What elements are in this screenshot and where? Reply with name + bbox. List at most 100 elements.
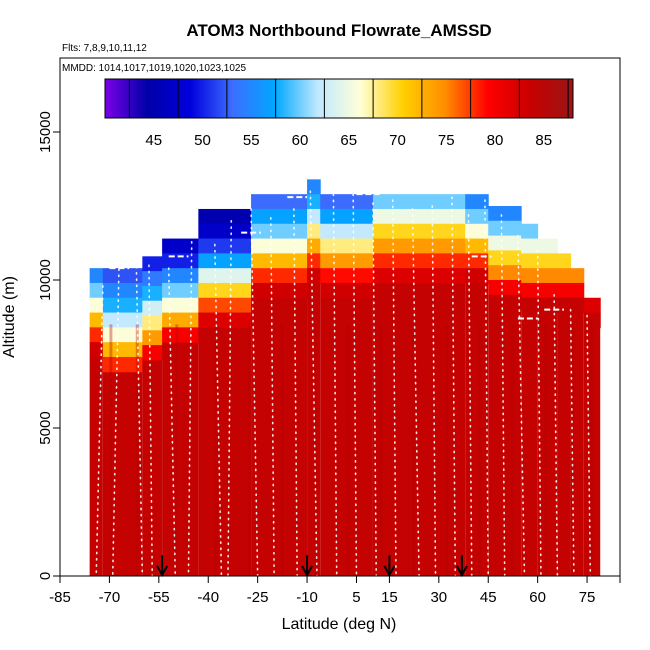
heat-column-bulk-7 — [372, 282, 466, 576]
heat-cell-3-6 — [198, 297, 252, 314]
heat-cell-3-1 — [198, 223, 252, 240]
heat-cell-7-2 — [372, 223, 466, 240]
colorbar-bar — [104, 78, 574, 119]
heat-cell-2-0 — [162, 238, 199, 254]
heat-cell-3-2 — [198, 238, 252, 254]
x-tick-label-8: 30 — [430, 589, 447, 606]
heat-cell-2-3 — [162, 282, 199, 299]
heat-cell-13-1 — [570, 282, 585, 299]
arrow-head-2 — [383, 565, 396, 578]
flight-track-21 — [500, 214, 506, 577]
heat-streak-11 — [478, 324, 482, 576]
heat-cell-8-1 — [465, 208, 489, 225]
arrow-head-0 — [156, 565, 168, 578]
heat-column-bulk-3 — [198, 327, 252, 576]
heat-cell-12-3 — [557, 297, 572, 314]
heat-column-bulk-0 — [102, 371, 143, 576]
heat-cell-south-3 — [89, 312, 104, 328]
heat-cell-10-0 — [521, 223, 539, 240]
x-tick-label-0: -85 — [49, 589, 71, 606]
heat-streak-6 — [313, 324, 317, 576]
flight-track-4 — [167, 267, 177, 577]
heat-cell-9-6 — [488, 294, 522, 311]
heat-cell-4-2 — [251, 223, 308, 240]
heat-streak-0 — [109, 324, 113, 576]
heat-column-bulk-10 — [521, 312, 538, 576]
heat-cell-2-2 — [162, 268, 199, 284]
heat-cell-8-3 — [465, 238, 489, 254]
heat-column-bulk-12 — [557, 312, 571, 576]
heat-cell-14-0 — [583, 297, 601, 314]
heat-cell-3-5 — [198, 282, 252, 299]
flight-track-26 — [586, 314, 592, 577]
colorbar-tick-label-8: 85 — [535, 132, 552, 149]
colorbar-tick-label-6: 75 — [438, 132, 455, 149]
heat-streak-14 — [570, 324, 574, 576]
flight-track-6 — [214, 243, 223, 577]
heat-cell-10-5 — [521, 297, 539, 314]
heat-cell-7-4 — [372, 253, 466, 269]
heat-streak-9 — [412, 324, 416, 576]
heat-cell-6-1 — [320, 208, 374, 225]
heat-cell-1-0 — [142, 256, 163, 272]
heat-cell-10-3 — [521, 268, 539, 284]
heat-cell-4-1 — [251, 208, 308, 225]
heat-cell-6-3 — [320, 238, 374, 254]
flight-track-17 — [431, 205, 437, 577]
heat-cell-10-4 — [521, 282, 539, 299]
heat-cell-1-5 — [142, 330, 163, 346]
heat-streak-12 — [511, 324, 515, 576]
heat-column-bulk-1 — [142, 359, 163, 576]
heat-cell-8-5 — [465, 268, 489, 284]
heat-cell-0-5 — [102, 342, 143, 358]
flight-track-12 — [332, 193, 338, 577]
heat-cell-5-3 — [307, 223, 321, 240]
heat-column-bulk-6 — [320, 297, 373, 576]
heat-cell-1-6 — [142, 345, 163, 361]
heat-cell-14-1 — [583, 312, 601, 328]
heat-streak-4 — [247, 324, 251, 576]
y-axis: 0 5000 10000 15000 — [37, 111, 60, 580]
heat-cell-3-7 — [198, 312, 252, 328]
colorbar-tick-label-7: 80 — [487, 132, 504, 149]
heat-cell-9-0 — [488, 206, 522, 222]
heat-cell-south-2 — [89, 297, 104, 314]
flight-track-0 — [95, 285, 104, 577]
heat-cell-11-0 — [537, 238, 558, 254]
heat-streak-5 — [280, 324, 284, 576]
heat-cell-1-2 — [142, 285, 163, 302]
heat-cell-0-2 — [102, 297, 143, 314]
heat-cell-11-4 — [537, 297, 558, 314]
heat-cell-12-2 — [557, 282, 572, 299]
heat-cell-2-6 — [162, 327, 199, 343]
heat-cell-13-0 — [570, 268, 585, 284]
x-axis-label: Latitude (deg N) — [282, 616, 397, 633]
heat-cell-7-5 — [372, 268, 466, 284]
heat-cell-5-5 — [307, 253, 321, 269]
heat-streak-15 — [590, 324, 594, 576]
heat-cell-0-0 — [102, 268, 143, 284]
heat-cell-12-1 — [557, 268, 572, 284]
heat-cell-7-1 — [372, 208, 466, 225]
x-tick-label-5: -10 — [296, 589, 318, 606]
flight-track-14 — [372, 202, 378, 577]
heat-cell-3-0 — [198, 208, 252, 225]
flight-track-25 — [569, 308, 575, 577]
heat-streak-8 — [379, 324, 383, 576]
x-tick-label-6: 5 — [352, 589, 360, 606]
heat-streak-3 — [214, 324, 218, 576]
heat-streak-7 — [346, 324, 350, 576]
heat-streak-13 — [544, 324, 548, 576]
flight-track-19 — [467, 214, 473, 577]
heat-cell-9-3 — [488, 250, 522, 266]
heat-cell-10-2 — [521, 253, 539, 269]
flight-track-3 — [148, 264, 154, 577]
heat-cell-11-3 — [537, 282, 558, 299]
heat-cell-1-3 — [142, 300, 163, 317]
heat-cell-11-2 — [537, 268, 558, 284]
colorbar-tick-label-5: 70 — [389, 132, 406, 149]
heat-cell-13-2 — [570, 297, 585, 314]
x-tick-label-4: -25 — [247, 589, 269, 606]
x-tick-label-7: 15 — [381, 589, 398, 606]
heat-cell-5-2 — [307, 208, 321, 225]
